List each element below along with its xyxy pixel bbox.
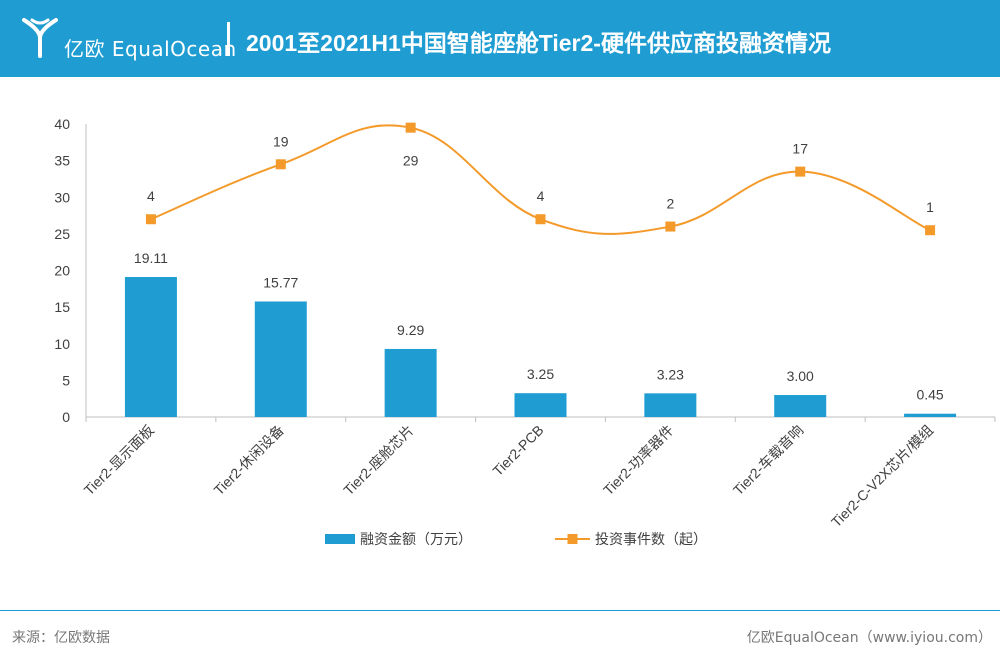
y-tick-label: 5	[62, 372, 70, 388]
bar-data-label: 3.23	[657, 366, 684, 382]
bar	[514, 393, 567, 417]
bar	[644, 393, 697, 417]
legend-bar-swatch	[325, 534, 355, 544]
footer-divider	[0, 610, 1000, 611]
y-tick-label: 35	[54, 153, 70, 169]
x-tick-label: Tier2-座舱芯片	[340, 422, 416, 498]
line-data-label: 2	[666, 196, 674, 212]
x-tick-label: Tier2-车载音响	[730, 422, 806, 498]
bar-data-label: 3.00	[787, 368, 814, 384]
y-tick-label: 40	[54, 116, 70, 132]
y-tick-label: 20	[54, 263, 70, 279]
logo-text: 亿欧 EqualOcean	[64, 37, 237, 61]
y-tick-label: 25	[54, 226, 70, 242]
legend-bar-label: 融资金额（万元）	[360, 531, 472, 547]
line-data-label: 19	[273, 133, 289, 149]
equalocean-logo-icon	[22, 18, 58, 58]
header-divider	[227, 22, 230, 56]
line-marker	[925, 225, 936, 236]
y-tick-label: 15	[54, 299, 70, 315]
x-tick-label: Tier2-C-V2X芯片/模组	[828, 422, 936, 530]
bar-data-label: 9.29	[397, 322, 424, 338]
y-axis: 0 5 10 15 20 25 30 35 40	[54, 116, 87, 425]
y-tick-label: 30	[54, 189, 70, 205]
bar-data-label: 15.77	[263, 274, 298, 290]
x-tick-label: Tier2-休闲设备	[211, 422, 287, 498]
line-marker	[405, 122, 416, 133]
x-tick-label: Tier2-功率器件	[600, 422, 676, 498]
credit-note: 亿欧EqualOcean（www.iyiou.com）	[746, 630, 992, 646]
bar	[124, 277, 177, 417]
line-data-label: 29	[403, 153, 419, 169]
y-tick-label: 0	[62, 409, 70, 425]
line-marker	[665, 221, 676, 232]
bar-data-label: 3.25	[527, 366, 554, 382]
bar	[904, 413, 957, 417]
bar	[774, 395, 827, 417]
line-data-label: 1	[926, 199, 934, 215]
bar-data-label: 0.45	[916, 387, 943, 403]
y-tick-label: 10	[54, 336, 70, 352]
line-data-label: 17	[792, 141, 808, 157]
line-marker	[145, 214, 156, 225]
bar	[254, 301, 307, 417]
line-marker	[795, 166, 806, 177]
header-bar: 亿欧 EqualOcean 2001至2021H1中国智能座舱Tier2-硬件供…	[0, 0, 1000, 77]
legend-line-label: 投资事件数（起）	[595, 531, 707, 547]
bar-data-label: 19.11	[134, 250, 168, 266]
line-marker	[275, 159, 286, 170]
line-data-label: 4	[537, 188, 545, 204]
page-title: 2001至2021H1中国智能座舱Tier2-硬件供应商投融资情况	[246, 30, 831, 56]
x-axis: Tier2-显示面板 Tier2-休闲设备 Tier2-座舱芯片 Tier2-PCB T…	[81, 416, 996, 530]
source-note: 来源：亿欧数据	[12, 630, 110, 646]
line-series: 4 19 29 4 2 17 1	[145, 122, 936, 236]
legend-line-marker	[567, 534, 578, 544]
legend: 融资金额（万元） 投资事件数（起）	[325, 531, 707, 547]
line-data-label: 4	[147, 188, 155, 204]
bar	[384, 348, 437, 417]
x-tick-label: Tier2-PCB	[489, 422, 546, 479]
line-marker	[535, 214, 546, 225]
bar-series: 19.11 15.77 9.29 3.25 3.23 3.00 0.45	[124, 250, 957, 417]
x-tick-label: Tier2-显示面板	[81, 422, 157, 498]
